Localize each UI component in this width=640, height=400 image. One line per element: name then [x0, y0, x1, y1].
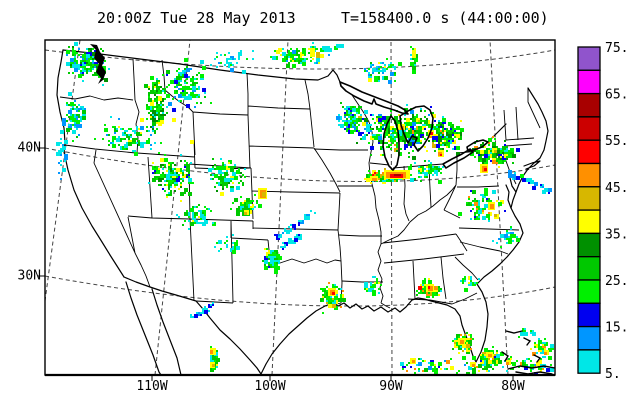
lake-ontario [466, 139, 489, 152]
meridian-120W [45, 40, 81, 302]
colorbar-cell [577, 46, 601, 71]
colorbar-label: 45. [605, 181, 628, 196]
chesapeake-bay [505, 177, 517, 209]
lake-erie [442, 148, 474, 169]
meridian-90W [390, 40, 393, 375]
colorbar-label: 5. [605, 367, 621, 382]
colorbar-label: 55. [605, 134, 628, 149]
colorbar-label: 35. [605, 227, 628, 242]
state-borders [59, 58, 541, 309]
plot-title: 20:00Z Tue 28 May 2013 T=158400.0 s (44:… [0, 9, 640, 31]
title-model-time: T=158400.0 s (44:00:00) [341, 9, 549, 27]
parallel-30N [45, 275, 555, 307]
colorbar-cell [577, 92, 601, 118]
colorbar-cell [577, 209, 601, 235]
colorbar-cell [577, 116, 601, 141]
bahamas-islands [501, 330, 542, 363]
canada-border [62, 49, 341, 83]
colorbar-cell [577, 139, 601, 165]
colorbar-label: 25. [605, 274, 628, 289]
xlabel-80W: 80W [501, 379, 525, 394]
colorbar-cell [577, 302, 601, 328]
colorbar-cell [577, 256, 601, 281]
lake-superior [339, 81, 409, 115]
xlabel-100W: 100W [254, 379, 286, 394]
water-overlay [90, 44, 555, 375]
west-coast [56, 49, 125, 278]
xlabel-90W: 90W [379, 379, 403, 394]
colorbar-cell [577, 279, 601, 304]
ylabel-40N: 40N [17, 140, 41, 156]
xlabel-110W: 110W [136, 379, 168, 394]
radar-echoes [56, 42, 554, 375]
reflectivity-colorbar: 75. 65. 55. 45. 35. 25. 15. 5. [577, 41, 628, 382]
lake-huron [399, 105, 434, 152]
map-frame [44, 39, 556, 377]
title-timestamp: 20:00Z Tue 28 May 2013 [97, 9, 296, 27]
colorbar-label: 15. [605, 321, 628, 336]
colorbar-cell [577, 162, 601, 188]
baja-coast [125, 281, 182, 375]
parallel-40N [45, 147, 555, 182]
colorbar-label: 65. [605, 88, 628, 103]
long-island [523, 160, 541, 170]
puget-sound [90, 44, 106, 84]
colorbar-cell [577, 69, 601, 95]
colorbar-cell [577, 186, 601, 211]
parallel-50N [45, 49, 555, 70]
colorbar-cell [577, 232, 601, 258]
cuba-coast [507, 365, 555, 375]
colorbar-label: 75. [605, 41, 628, 56]
ylabel-30N: 30N [17, 268, 41, 284]
lake-michigan [382, 115, 400, 171]
colorbar-cell [577, 349, 601, 374]
meridian-100W [271, 40, 289, 375]
colorbar-cell [577, 325, 601, 351]
